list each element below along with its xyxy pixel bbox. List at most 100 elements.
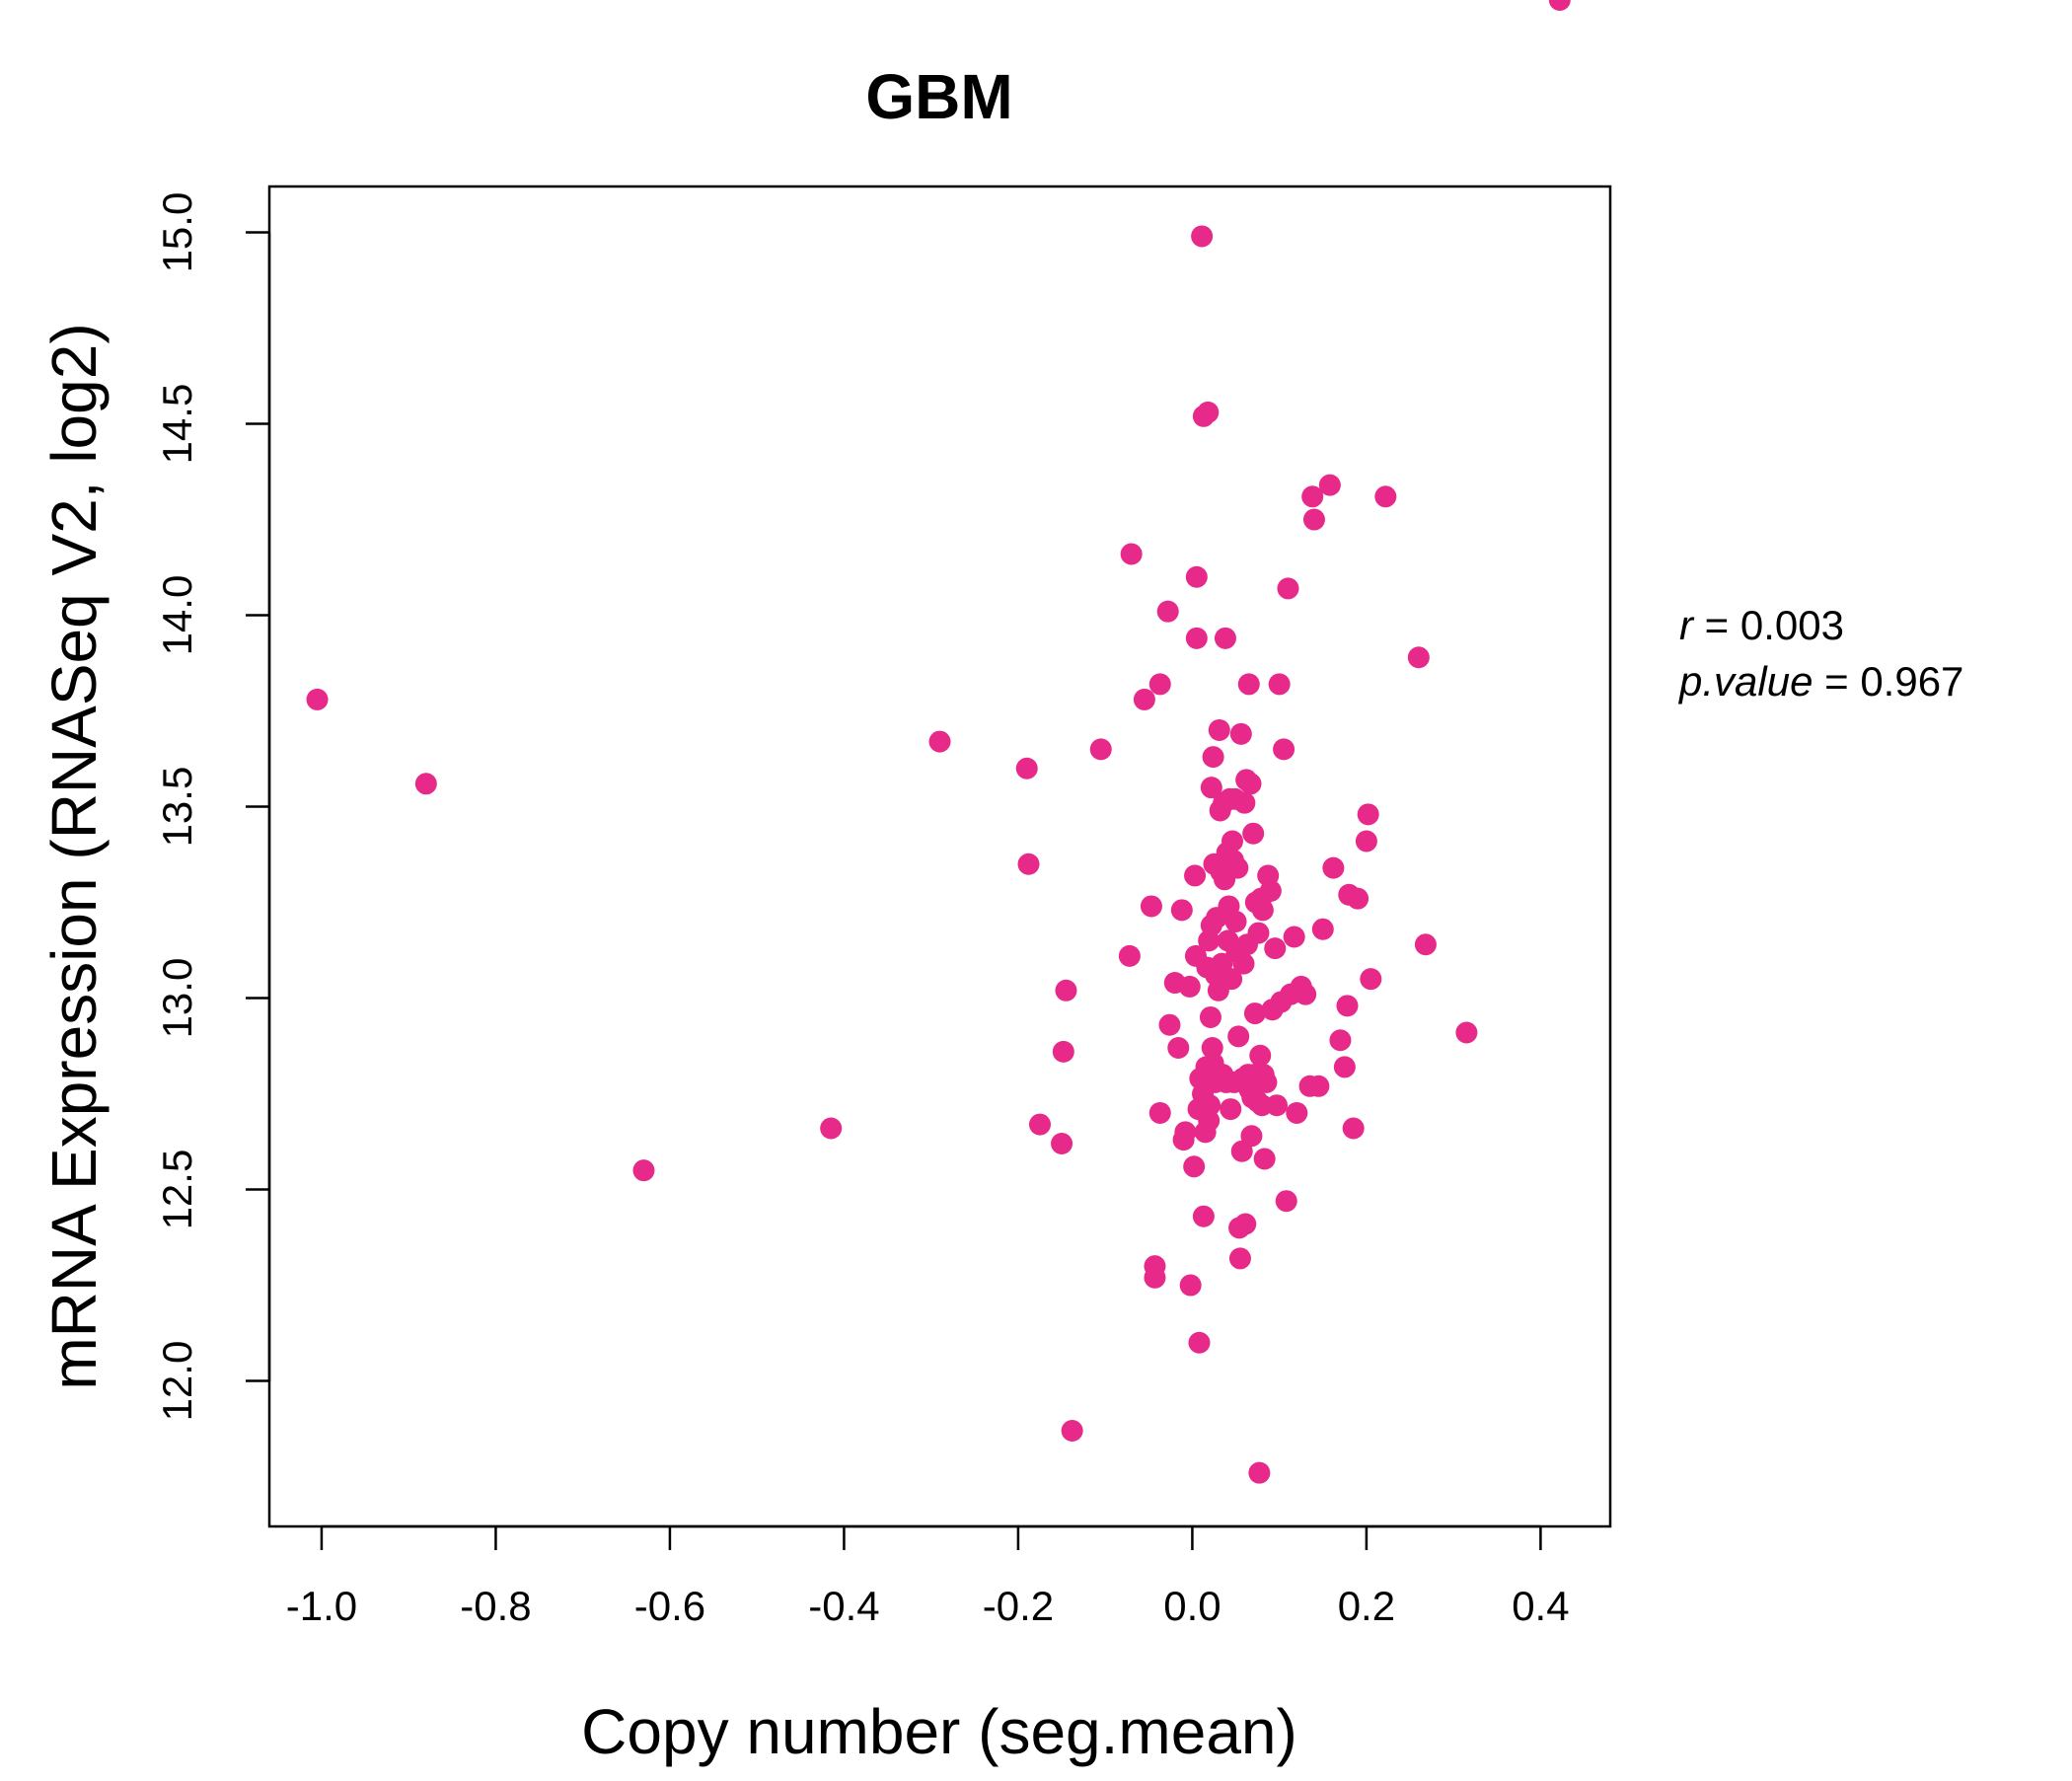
data-point <box>1333 1056 1356 1078</box>
data-point <box>1017 853 1040 875</box>
data-point <box>1156 600 1179 623</box>
data-point <box>1227 1025 1250 1048</box>
data-point <box>1061 1420 1083 1442</box>
data-point <box>1191 225 1214 248</box>
data-point <box>1118 944 1141 967</box>
data-point <box>1015 757 1038 779</box>
p-value-line: p.value = 0.967 <box>1677 658 1963 705</box>
data-point <box>1144 1266 1166 1289</box>
data-point <box>1140 895 1162 918</box>
y-tick-label: 12.5 <box>154 1150 200 1230</box>
data-point <box>1148 673 1171 696</box>
y-tick-label: 14.0 <box>154 575 200 656</box>
data-point <box>1311 918 1334 940</box>
data-point <box>1183 1155 1206 1178</box>
data-point <box>1248 1461 1271 1484</box>
data-point <box>1158 1013 1181 1036</box>
data-point <box>1275 1190 1297 1213</box>
y-tick-label: 12.0 <box>154 1341 200 1422</box>
data-point <box>1277 577 1299 600</box>
x-tick-label: -0.6 <box>634 1583 705 1629</box>
p-value-label: p.value <box>1677 658 1813 705</box>
data-point <box>1283 926 1305 948</box>
data-point <box>414 773 437 795</box>
data-point <box>1120 543 1143 565</box>
data-point <box>1249 1044 1272 1067</box>
data-point <box>1357 803 1379 826</box>
data-point <box>1259 879 1282 902</box>
data-point <box>1089 738 1112 761</box>
data-point <box>1355 830 1377 853</box>
data-point <box>1233 791 1256 814</box>
data-point <box>1342 1117 1365 1140</box>
y-axis: 12.0 12.5 13.0 13.5 14.0 14.5 15.0 <box>154 192 271 1422</box>
data-point <box>1286 1101 1308 1124</box>
data-point <box>1200 777 1222 799</box>
data-point <box>1221 830 1244 853</box>
y-axis-label: mRNA Expression (RNASeq V2, log2) <box>38 323 110 1389</box>
data-point <box>1548 0 1571 11</box>
data-point <box>1178 975 1201 998</box>
r-label: r <box>1679 602 1695 648</box>
data-point <box>1329 1029 1352 1052</box>
data-point <box>1232 952 1255 975</box>
x-axis-label: Copy number (seg.mean) <box>581 1696 1297 1767</box>
data-point <box>1240 1125 1263 1148</box>
data-point <box>1133 688 1155 710</box>
data-point <box>1302 508 1325 531</box>
data-point <box>1307 1075 1330 1097</box>
data-point <box>1174 1121 1197 1144</box>
data-point <box>1347 887 1369 910</box>
p-value-value: 0.967 <box>1860 658 1963 705</box>
data-point <box>1234 1213 1257 1235</box>
data-point <box>1414 933 1437 956</box>
data-point <box>1167 1037 1190 1059</box>
data-point <box>1220 1098 1242 1121</box>
data-point <box>1237 673 1260 696</box>
data-point <box>1407 646 1430 669</box>
data-point <box>1226 856 1249 879</box>
r-statistic-line: r = 0.003 <box>1679 602 1844 648</box>
data-point <box>1028 1113 1051 1136</box>
data-point <box>1199 1005 1221 1028</box>
data-point <box>1198 1109 1221 1132</box>
data-point <box>1208 718 1230 741</box>
y-tick-label: 13.5 <box>154 767 200 848</box>
data-point <box>1185 565 1208 588</box>
x-tick-label: 0.4 <box>1512 1583 1569 1629</box>
x-tick-label: -0.4 <box>808 1583 879 1629</box>
x-tick-label: 0.2 <box>1338 1583 1395 1629</box>
x-tick-label: -1.0 <box>286 1583 357 1629</box>
x-tick-label: -0.8 <box>460 1583 531 1629</box>
data-point <box>1255 1071 1278 1093</box>
data-point <box>1247 922 1270 944</box>
r-value: 0.003 <box>1740 602 1844 648</box>
data-point <box>1243 1002 1266 1025</box>
data-point <box>1229 722 1252 745</box>
data-point <box>1052 1040 1074 1063</box>
data-point <box>1224 910 1247 932</box>
data-point <box>1192 1205 1215 1227</box>
data-point <box>1268 673 1291 696</box>
data-point <box>1221 968 1243 991</box>
data-point <box>632 1159 655 1182</box>
data-point <box>1179 1274 1202 1297</box>
y-tick-label: 15.0 <box>154 192 200 273</box>
data-point <box>1170 899 1193 922</box>
data-point <box>1360 968 1382 991</box>
data-point <box>1202 746 1224 769</box>
data-point <box>1055 979 1077 1002</box>
data-point <box>1242 822 1265 845</box>
data-point <box>1295 983 1317 1005</box>
data-point <box>1264 937 1287 960</box>
data-point <box>1239 773 1262 795</box>
correlation-annotation: r = 0.003 p.value = 0.967 <box>1677 602 1963 705</box>
data-point <box>1188 1331 1211 1354</box>
data-point <box>1322 856 1345 879</box>
x-axis: -1.0 -0.8 -0.6 -0.4 -0.2 0.0 0.2 0.4 <box>286 1524 1570 1629</box>
data-point <box>820 1117 843 1140</box>
y-tick-label: 14.5 <box>154 384 200 465</box>
data-point <box>1201 1037 1223 1059</box>
